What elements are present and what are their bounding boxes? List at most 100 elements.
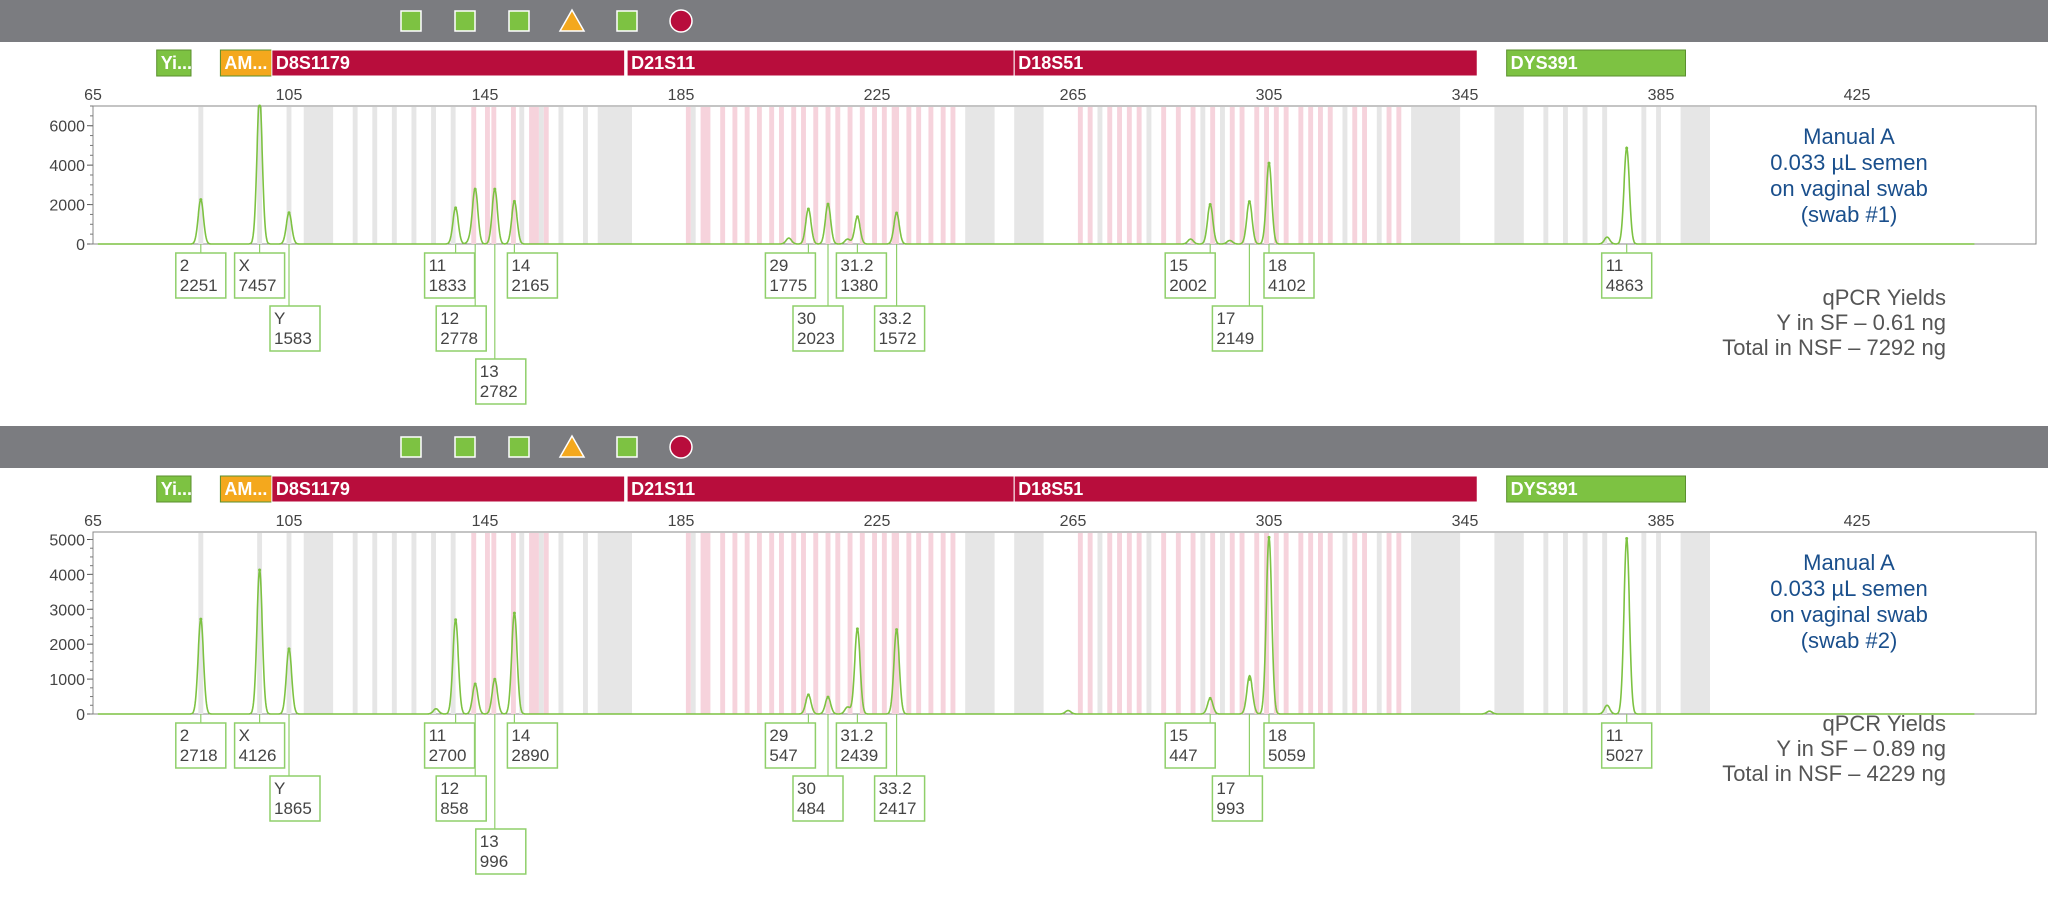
x-tick-label: 105 — [276, 513, 303, 530]
peak-point — [199, 198, 203, 202]
square-icon[interactable] — [454, 436, 476, 458]
peak-label-box[interactable] — [435, 775, 487, 822]
qpcr-yield-line: qPCR Yields — [1822, 711, 1946, 736]
qpcr-yield-line: Total in NSF – 4229 ng — [1722, 761, 1946, 786]
marker-d18s51[interactable] — [1013, 475, 1478, 503]
peak-label-box[interactable] — [1263, 722, 1315, 769]
peak-label-box[interactable] — [873, 775, 926, 822]
marker-dys391[interactable] — [1506, 475, 1687, 503]
peak-allele-label: 15 — [1169, 726, 1188, 745]
peak-label-box[interactable] — [423, 722, 476, 769]
bin-pink — [1161, 107, 1167, 244]
peak-height-label: 5027 — [1606, 746, 1644, 765]
bin-pink — [1273, 107, 1279, 244]
bin-pink — [1190, 533, 1196, 714]
peak-label-box[interactable] — [764, 722, 817, 769]
peak-label-box[interactable] — [764, 252, 817, 299]
marker-d21s11[interactable] — [626, 49, 1015, 77]
marker-label: AM... — [224, 479, 267, 499]
marker-d18s51[interactable] — [1013, 49, 1478, 77]
x-tick-label: 425 — [1844, 87, 1871, 104]
bin-pink — [1107, 107, 1113, 244]
peak-allele-label: 13 — [480, 362, 499, 381]
square-icon[interactable] — [454, 10, 476, 32]
bin-pink — [1239, 533, 1245, 714]
peak-point — [1267, 161, 1271, 165]
peak-label-box[interactable] — [475, 358, 527, 405]
marker-label: AM... — [224, 53, 267, 73]
peak-point — [1247, 677, 1251, 681]
x-tick-label: 345 — [1452, 87, 1479, 104]
peak-label-box[interactable] — [435, 305, 487, 352]
peak-label-box[interactable] — [873, 305, 926, 352]
peak-point — [287, 211, 291, 215]
marker-d8s1179[interactable] — [271, 475, 626, 503]
peak-label-box[interactable] — [1211, 775, 1264, 822]
bin-pink — [928, 107, 934, 244]
peak-label-box[interactable] — [475, 828, 527, 875]
peak-point — [1208, 203, 1212, 207]
peak-allele-label: 14 — [511, 256, 530, 275]
bin-pink — [1175, 533, 1181, 714]
peak-label-box[interactable] — [792, 775, 844, 822]
bin-gray — [690, 533, 696, 714]
triangle-icon[interactable] — [558, 434, 586, 458]
peak-label-box[interactable] — [506, 722, 559, 769]
peak-label-box[interactable] — [1211, 305, 1264, 352]
peak-label-box[interactable] — [1263, 252, 1315, 299]
bin-gray — [431, 107, 436, 244]
toolbar-bar — [0, 426, 2048, 468]
peak-point — [199, 617, 203, 621]
bin-gray — [303, 107, 334, 244]
bin-pink — [744, 107, 750, 244]
peak-label-box[interactable] — [175, 722, 227, 769]
peak-height-label: 993 — [1216, 799, 1244, 818]
marker-yi[interactable] — [156, 49, 192, 77]
bin-gray — [1014, 107, 1044, 244]
peak-label-box[interactable] — [1600, 722, 1653, 769]
peak-label-box[interactable] — [233, 252, 286, 299]
peak-label-box[interactable] — [423, 252, 476, 299]
square-icon[interactable] — [508, 436, 530, 458]
x-tick-label: 105 — [276, 87, 303, 104]
marker-d21s11[interactable] — [626, 475, 1015, 503]
peak-label-box[interactable] — [233, 722, 286, 769]
peak-label-box[interactable] — [1164, 722, 1216, 769]
peak-point — [454, 618, 458, 622]
bin-pink — [1308, 533, 1314, 714]
qpcr-yield-line: Y in SF – 0.89 ng — [1776, 736, 1946, 761]
peak-label-box[interactable] — [1164, 252, 1216, 299]
peak-allele-label: 11 — [1606, 726, 1624, 745]
bin-gray — [1411, 107, 1461, 244]
bin-gray — [558, 107, 564, 244]
square-icon[interactable] — [400, 10, 422, 32]
peak-label-box[interactable] — [835, 252, 888, 299]
bin-gray — [583, 533, 588, 714]
marker-d8s1179[interactable] — [271, 49, 626, 77]
square-icon[interactable] — [616, 436, 638, 458]
peak-label-box[interactable] — [506, 252, 559, 299]
square-icon[interactable] — [400, 436, 422, 458]
y-tick-label: 1000 — [49, 672, 85, 689]
allele-bins — [198, 107, 1710, 244]
square-icon[interactable] — [616, 10, 638, 32]
bin-pink — [881, 533, 887, 714]
circle-icon[interactable] — [669, 9, 693, 33]
peak-label-box[interactable] — [269, 305, 321, 352]
circle-icon[interactable] — [669, 435, 693, 459]
marker-dys391[interactable] — [1506, 49, 1687, 77]
marker-yi[interactable] — [156, 475, 192, 503]
bin-gray — [1376, 533, 1382, 714]
bin-pink — [700, 533, 711, 714]
bin-gray — [1641, 107, 1647, 244]
peak-height-label: 4863 — [1606, 276, 1644, 295]
trace-line — [97, 105, 1975, 245]
peak-label-box[interactable] — [269, 775, 321, 822]
square-icon[interactable] — [508, 10, 530, 32]
peak-label-box[interactable] — [792, 305, 844, 352]
marker-am[interactable] — [219, 475, 273, 503]
peak-label-box[interactable] — [175, 252, 227, 299]
triangle-icon[interactable] — [558, 8, 586, 32]
peak-label-box[interactable] — [835, 722, 888, 769]
peak-label-box[interactable] — [1600, 252, 1653, 299]
